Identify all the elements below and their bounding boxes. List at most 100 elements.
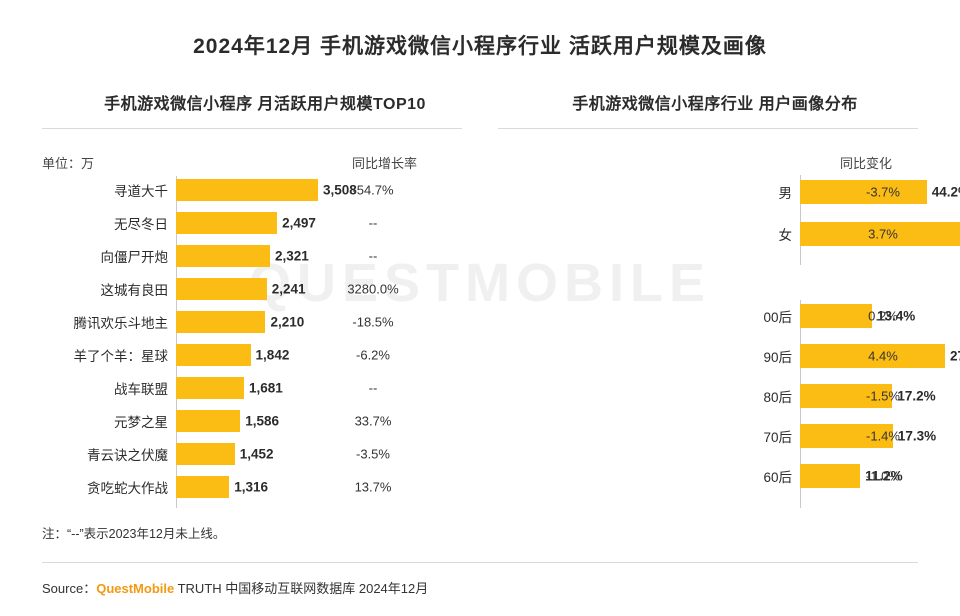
chart-row: 青云诀之伏魔 1,452 -3.5% xyxy=(42,440,472,468)
bar xyxy=(176,278,267,300)
chart-row: 羊了个羊：星球 1,842 -6.2% xyxy=(42,341,472,369)
chart-row: 向僵尸开炮 2,321 -- xyxy=(42,242,472,270)
category-label: 无尽冬日 xyxy=(114,217,168,232)
right-age-bar-chart: 00后 13.4%0.2% 90后 27.0% 4.4% 80后 17.2%-1.5% 70后… xyxy=(498,302,960,502)
bar xyxy=(176,179,318,201)
secondary-value-label: -3.7% xyxy=(866,184,900,200)
category-label: 这城有良田 xyxy=(100,283,169,298)
category-label: 贪吃蛇大作战 xyxy=(87,481,168,496)
category-label: 寻道大千 xyxy=(114,184,168,199)
chart-row: 女55.8%3.7% xyxy=(498,218,960,250)
bar xyxy=(800,384,893,408)
chart-row: 00后 13.4% 0.2% xyxy=(498,302,928,330)
right-panel-title: 手机游戏微信小程序行业 用户画像分布 xyxy=(572,96,858,113)
left-unit-label: 单位：万 xyxy=(42,156,95,171)
value-label: 3,508 xyxy=(323,182,357,198)
category-label: 战车联盟 xyxy=(114,382,168,397)
bar xyxy=(800,304,872,328)
chart-row: 这城有良田 2,241 3280.0% xyxy=(42,275,472,303)
chart-row: 无尽冬日 2,497 -- xyxy=(42,209,472,237)
secondary-value-label: -6.2% xyxy=(356,347,390,363)
bar xyxy=(176,443,235,465)
value-label: 13.4% xyxy=(876,308,916,324)
bar xyxy=(800,464,861,488)
value-label: 44.2% xyxy=(931,184,960,200)
category-label: 青云诀之伏魔 xyxy=(87,448,168,463)
chart-row: 贪吃蛇大作战 1,316 13.7% xyxy=(42,473,472,501)
secondary-value-label: -3.5% xyxy=(356,446,390,462)
bar xyxy=(176,410,241,432)
value-label: 1,681 xyxy=(249,380,283,396)
bar xyxy=(176,311,266,333)
left-panel-title: 手机游戏微信小程序 月活跃用户规模TOP10 xyxy=(104,96,426,113)
value-label: 2,321 xyxy=(274,248,309,264)
value-label: 1,586 xyxy=(245,413,279,429)
source-brand: QuestMobile xyxy=(96,581,175,596)
value-label: 27.0% xyxy=(950,348,960,364)
value-label: 2,497 xyxy=(282,215,316,231)
right-gender-bar-chart: 男 44.2% -3.7% 女55.8%3.7% xyxy=(498,176,960,260)
bar xyxy=(800,344,945,368)
value-label: 11.2% xyxy=(865,468,903,484)
left-bar-chart: 寻道大千 3,508 -54.7% 无尽冬日 2,497 -- 向僵尸开炮 2,321 -- 这城… xyxy=(42,176,472,506)
secondary-value-label: -1.5% xyxy=(866,388,900,404)
secondary-value-label: -18.5% xyxy=(352,314,394,330)
page-title: 2024年12月 手机游戏微信小程序行业 活跃用户规模及画像 xyxy=(193,35,767,58)
secondary-value-label: 13.7% xyxy=(354,479,392,495)
chart-row: 80后 17.2% -1.5% xyxy=(498,382,936,410)
left-panel-divider xyxy=(42,128,462,129)
footer-divider xyxy=(42,562,918,563)
secondary-value-label: -1.0% xyxy=(866,468,900,484)
secondary-value-label: -1.4% xyxy=(866,428,900,444)
category-label: 男 xyxy=(778,186,793,201)
right-axis-gender xyxy=(800,175,801,265)
secondary-value-label: 33.7% xyxy=(354,413,392,429)
value-label: 1,842 xyxy=(255,347,290,363)
right-panel-divider xyxy=(498,128,918,129)
secondary-value-label: -- xyxy=(368,248,378,264)
chart-row: 腾讯欢乐斗地主 2,210 -18.5% xyxy=(42,308,472,336)
left-growth-header: 同比增长率 xyxy=(352,156,418,171)
source-prefix: Source： xyxy=(42,581,97,596)
bar xyxy=(176,377,245,399)
category-label: 羊了个羊：星球 xyxy=(73,349,169,364)
secondary-value-label: 4.4% xyxy=(868,348,898,364)
chart-row: 元梦之星 1,586 33.7% xyxy=(42,407,472,435)
secondary-value-label: 0.2% xyxy=(868,308,898,324)
bar xyxy=(176,344,251,366)
category-label: 元梦之星 xyxy=(114,415,168,430)
footnote: 注：“--”表示2023年12月未上线。 xyxy=(42,527,226,541)
secondary-value-label: -54.7% xyxy=(352,182,394,198)
value-label: 1,316 xyxy=(234,479,269,495)
value-label: 17.3% xyxy=(897,428,937,444)
value-label: 1,452 xyxy=(239,446,274,462)
value-label: 17.2% xyxy=(897,388,936,404)
category-label: 70后 xyxy=(763,430,792,445)
bar xyxy=(176,476,230,498)
source-text: Source：QuestMobile TRUTH 中国移动互联网数据库 2024… xyxy=(42,578,428,597)
category-label: 80后 xyxy=(763,390,792,405)
bar xyxy=(176,245,270,267)
category-label: 腾讯欢乐斗地主 xyxy=(73,316,169,331)
value-label: 2,241 xyxy=(271,281,306,297)
chart-row: 战车联盟 1,681 -- xyxy=(42,374,472,402)
category-label: 女 xyxy=(778,228,793,243)
right-change-header: 同比变化 xyxy=(840,156,893,171)
secondary-value-label: -- xyxy=(368,380,378,396)
value-label: 2,210 xyxy=(270,314,305,330)
secondary-value-label: -- xyxy=(368,215,378,231)
category-label: 90后 xyxy=(763,350,792,365)
bar xyxy=(800,180,927,204)
category-label: 60后 xyxy=(763,470,792,485)
category-label: 向僵尸开炮 xyxy=(100,250,169,265)
secondary-value-label: 3.7% xyxy=(868,226,898,242)
bar xyxy=(176,212,278,234)
chart-row: 90后 27.0% 4.4% xyxy=(498,342,960,370)
chart-row: 70后 17.3% -1.4% xyxy=(498,422,936,450)
bar xyxy=(800,424,893,448)
watermark: QUESTMOBILE xyxy=(248,253,711,313)
category-label: 00后 xyxy=(763,310,792,325)
chart-row: 男 44.2% -3.7% xyxy=(498,176,960,208)
chart-row: 60后 11.2% -1.0% xyxy=(498,462,928,490)
